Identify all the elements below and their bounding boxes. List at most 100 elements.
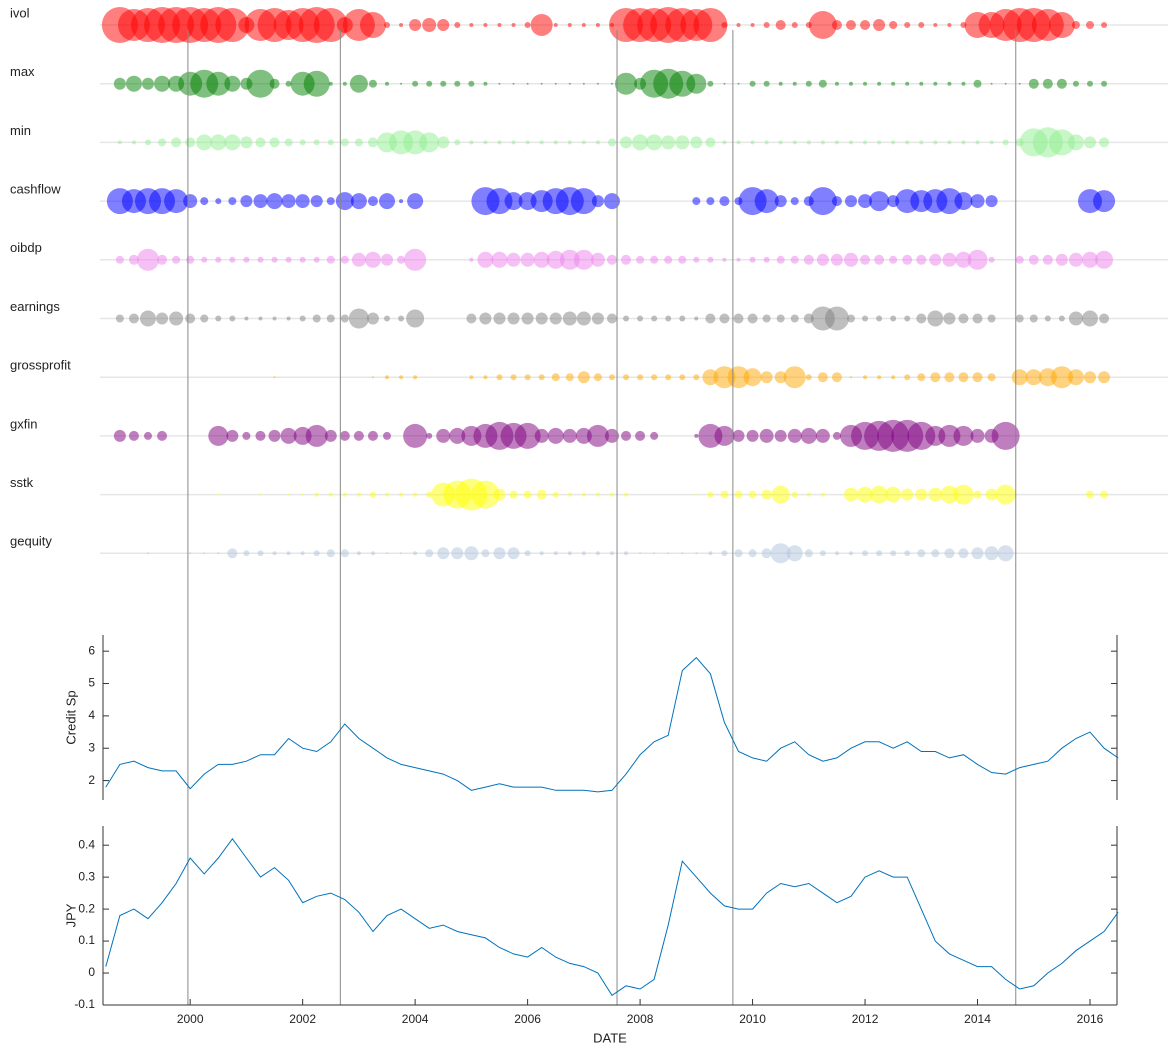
- bubble: [901, 488, 914, 501]
- row-label: ivol: [10, 5, 30, 20]
- bubble: [665, 315, 672, 322]
- bubble: [763, 80, 770, 87]
- bubble: [623, 315, 630, 322]
- bubble: [524, 22, 531, 28]
- row-label: sstk: [10, 475, 34, 490]
- y-tick-label: 2: [88, 773, 95, 787]
- bubble: [733, 313, 744, 324]
- bubble: [955, 251, 972, 268]
- bubble: [831, 20, 842, 30]
- bubble: [493, 488, 506, 501]
- bubble: [581, 140, 586, 145]
- row-label: max: [10, 64, 35, 79]
- bubble: [1068, 311, 1083, 326]
- bubble: [1011, 369, 1028, 386]
- bubble: [792, 81, 797, 86]
- bubble: [1004, 82, 1007, 85]
- bubble: [454, 139, 461, 146]
- bubble: [947, 23, 952, 27]
- bubble: [367, 137, 378, 148]
- bubble: [620, 136, 633, 149]
- bubble: [714, 425, 735, 446]
- bubble: [449, 427, 466, 444]
- bubble: [989, 140, 994, 145]
- bubble: [621, 430, 632, 441]
- bubble: [1084, 136, 1097, 149]
- bubble: [808, 11, 837, 39]
- bubble: [646, 134, 663, 151]
- bubble: [300, 551, 305, 556]
- bubble: [790, 314, 799, 323]
- bubble: [885, 486, 902, 503]
- bubble: [806, 492, 811, 497]
- bubble: [524, 550, 531, 557]
- bubble: [953, 484, 974, 505]
- bubble: [944, 372, 955, 383]
- bubble: [984, 546, 999, 561]
- bubble: [185, 137, 196, 148]
- bubble: [1099, 313, 1110, 324]
- bubble: [310, 195, 323, 208]
- bubble: [1087, 80, 1094, 87]
- bubble: [1100, 490, 1109, 499]
- bubble: [961, 140, 966, 145]
- bubble: [215, 198, 222, 205]
- bubble: [651, 374, 658, 381]
- bubble: [816, 253, 829, 266]
- bubble: [889, 255, 898, 264]
- bubble: [665, 374, 672, 381]
- bubble: [157, 430, 168, 441]
- bubble: [354, 138, 363, 147]
- bubble: [639, 552, 642, 555]
- bubble: [686, 73, 707, 94]
- bubble: [506, 252, 521, 267]
- bubble: [734, 549, 743, 558]
- bubble: [719, 196, 730, 207]
- bubble: [877, 81, 882, 86]
- bubble: [280, 427, 297, 444]
- bubble: [224, 134, 241, 151]
- bubble: [763, 22, 770, 28]
- bubble: [384, 315, 391, 322]
- bubble: [651, 315, 658, 322]
- bubble: [143, 431, 152, 440]
- bubble: [636, 255, 645, 264]
- bubble: [681, 552, 684, 555]
- bubble: [695, 493, 698, 496]
- bubble: [128, 254, 139, 265]
- bubble: [927, 310, 944, 327]
- bubble: [314, 492, 319, 497]
- bubble: [440, 80, 447, 87]
- bubble: [547, 427, 564, 444]
- bubble: [1093, 190, 1116, 213]
- bubble: [497, 23, 502, 27]
- bubble: [590, 252, 605, 267]
- bubble: [496, 374, 503, 381]
- bubble: [708, 551, 713, 556]
- bubble: [398, 315, 405, 322]
- bubble: [128, 430, 139, 441]
- bubble: [844, 195, 857, 208]
- bubble: [350, 193, 367, 210]
- bubble: [1067, 369, 1084, 386]
- bubble: [351, 252, 366, 267]
- bubble: [890, 550, 897, 557]
- bubble: [535, 312, 548, 325]
- bubble: [186, 255, 195, 264]
- bubble: [326, 197, 335, 206]
- bubble: [806, 140, 811, 145]
- bubble: [203, 552, 206, 555]
- bubble: [407, 193, 424, 210]
- bubble: [196, 134, 213, 151]
- bubble: [139, 310, 156, 327]
- bubble: [224, 75, 241, 92]
- bubble: [1015, 255, 1024, 264]
- bubble: [820, 492, 825, 497]
- bubble: [930, 372, 941, 383]
- bubble: [970, 428, 985, 443]
- bubble: [791, 491, 798, 498]
- bubble: [891, 375, 896, 380]
- bubble: [379, 193, 396, 210]
- bubble: [451, 547, 464, 560]
- bubble: [624, 551, 629, 556]
